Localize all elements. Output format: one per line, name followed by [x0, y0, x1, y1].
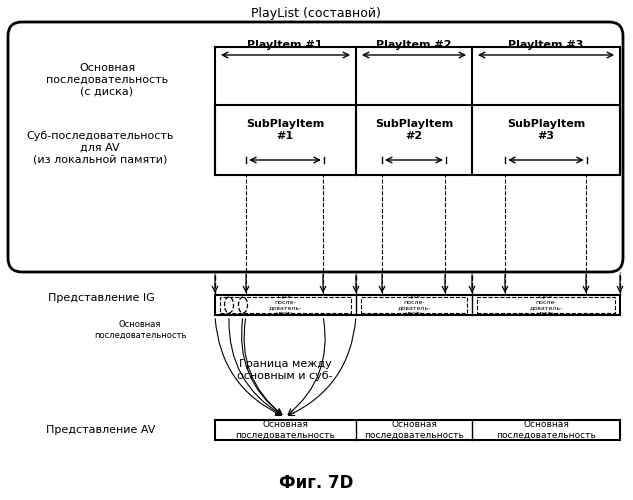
- Text: Фиг. 7D: Фиг. 7D: [279, 474, 353, 492]
- Text: SubPlayItem
#1: SubPlayItem #1: [246, 119, 324, 141]
- Text: PlayItem #1: PlayItem #1: [248, 40, 323, 50]
- Text: Основная
последовательность: Основная последовательность: [364, 420, 464, 440]
- Text: Основная
последовательность: Основная последовательность: [496, 420, 596, 440]
- Bar: [215, 420, 620, 440]
- Text: Основная
последовательность: Основная последовательность: [235, 420, 335, 440]
- Text: PlayList (составной): PlayList (составной): [251, 6, 381, 20]
- Text: SubPlayItem
#3: SubPlayItem #3: [507, 119, 585, 141]
- Text: Представление IG: Представление IG: [48, 293, 155, 303]
- Text: Основная
последовательность
(с диска): Основная последовательность (с диска): [46, 64, 168, 96]
- Bar: [215, 295, 620, 315]
- Text: Суб-
после-
дователь-
ность: Суб- после- дователь- ность: [529, 294, 563, 316]
- Text: PlayItem #3: PlayItem #3: [508, 40, 584, 50]
- Text: Суб-
после-
дователь-
ность: Суб- после- дователь- ность: [268, 294, 302, 316]
- Text: PlayItem #2: PlayItem #2: [376, 40, 452, 50]
- Bar: [215, 105, 620, 175]
- Bar: [477, 297, 615, 313]
- Text: SubPlayItem
#2: SubPlayItem #2: [375, 119, 453, 141]
- Bar: [361, 297, 467, 313]
- Bar: [220, 297, 351, 313]
- Text: Граница между
основным и суб-: Граница между основным и суб-: [237, 359, 333, 381]
- Text: Суб-
после-
дователь-
ность: Суб- после- дователь- ность: [398, 294, 430, 316]
- Text: Основная
последовательность: Основная последовательность: [94, 320, 186, 340]
- Text: Суб-последовательность
для AV
(из локальной памяти): Суб-последовательность для AV (из локаль…: [27, 132, 173, 164]
- Text: Представление AV: Представление AV: [46, 425, 155, 435]
